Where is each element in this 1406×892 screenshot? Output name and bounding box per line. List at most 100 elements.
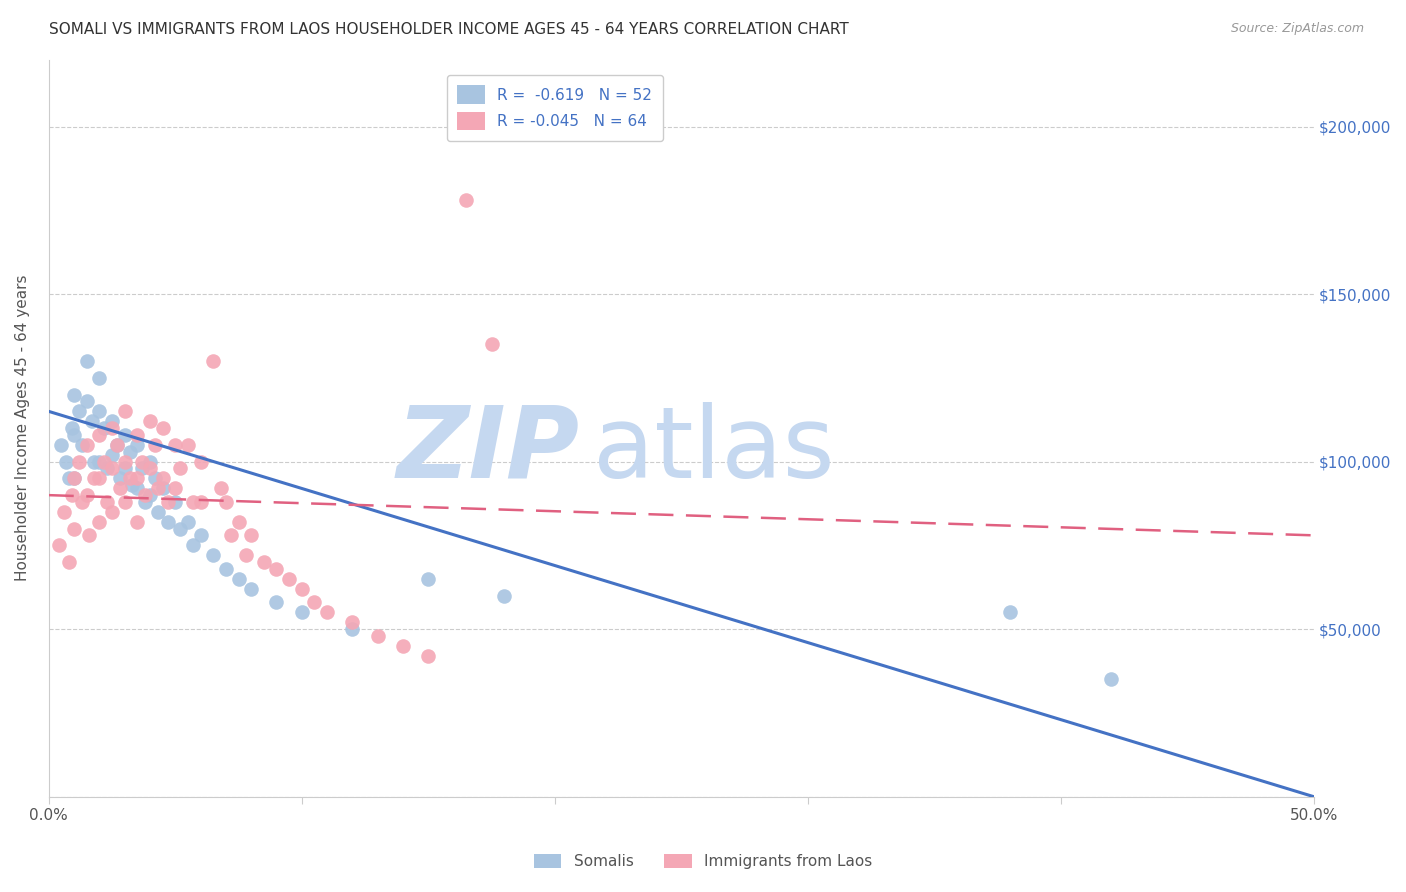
Point xyxy=(70,438,93,452)
Point xyxy=(60,488,83,502)
Point xyxy=(114,495,136,509)
Point xyxy=(392,639,415,653)
Point xyxy=(169,522,191,536)
Point xyxy=(190,455,212,469)
Point xyxy=(143,471,166,485)
Point xyxy=(114,455,136,469)
Point xyxy=(96,495,118,509)
Point xyxy=(93,421,115,435)
Point xyxy=(80,414,103,428)
Point xyxy=(367,629,389,643)
Point xyxy=(127,515,149,529)
Point xyxy=(494,589,516,603)
Point xyxy=(266,562,288,576)
Point xyxy=(114,427,136,442)
Point xyxy=(58,471,80,485)
Point xyxy=(83,471,105,485)
Point xyxy=(93,455,115,469)
Point xyxy=(152,482,174,496)
Point xyxy=(105,438,128,452)
Point xyxy=(342,622,364,636)
Point xyxy=(89,515,111,529)
Point xyxy=(48,538,70,552)
Point xyxy=(156,495,179,509)
Point xyxy=(139,414,162,428)
Point xyxy=(131,461,153,475)
Point xyxy=(228,515,250,529)
Point xyxy=(67,455,90,469)
Point xyxy=(127,438,149,452)
Point xyxy=(146,505,169,519)
Point xyxy=(131,455,153,469)
Text: ZIP: ZIP xyxy=(396,401,581,499)
Text: atlas: atlas xyxy=(593,401,834,499)
Point xyxy=(165,438,187,452)
Point xyxy=(228,572,250,586)
Point xyxy=(240,582,263,596)
Point xyxy=(101,505,124,519)
Point xyxy=(108,471,131,485)
Point xyxy=(89,371,111,385)
Point xyxy=(139,461,162,475)
Point xyxy=(418,572,440,586)
Point xyxy=(114,461,136,475)
Point xyxy=(83,455,105,469)
Point xyxy=(63,427,86,442)
Point xyxy=(456,194,478,208)
Point xyxy=(63,471,86,485)
Point xyxy=(134,495,156,509)
Point xyxy=(209,482,232,496)
Point xyxy=(481,337,503,351)
Point xyxy=(190,528,212,542)
Point xyxy=(76,354,98,368)
Point xyxy=(215,495,238,509)
Text: SOMALI VS IMMIGRANTS FROM LAOS HOUSEHOLDER INCOME AGES 45 - 64 YEARS CORRELATION: SOMALI VS IMMIGRANTS FROM LAOS HOUSEHOLD… xyxy=(49,22,849,37)
Point xyxy=(169,461,191,475)
Point xyxy=(101,421,124,435)
Point xyxy=(202,549,225,563)
Point xyxy=(266,595,288,609)
Point xyxy=(63,387,86,401)
Point xyxy=(139,455,162,469)
Point xyxy=(101,448,124,462)
Point xyxy=(76,438,98,452)
Point xyxy=(998,606,1021,620)
Point xyxy=(101,414,124,428)
Text: Source: ZipAtlas.com: Source: ZipAtlas.com xyxy=(1230,22,1364,36)
Point xyxy=(253,555,276,569)
Point xyxy=(316,606,339,620)
Point xyxy=(96,461,118,475)
Point xyxy=(60,421,83,435)
Point xyxy=(118,444,141,458)
Point xyxy=(89,455,111,469)
Point xyxy=(121,478,143,492)
Point xyxy=(58,555,80,569)
Point xyxy=(304,595,326,609)
Point xyxy=(215,562,238,576)
Point xyxy=(63,522,86,536)
Point xyxy=(177,515,200,529)
Point xyxy=(181,538,204,552)
Point xyxy=(190,495,212,509)
Point xyxy=(181,495,204,509)
Point xyxy=(146,482,169,496)
Point xyxy=(134,488,156,502)
Point xyxy=(101,461,124,475)
Point xyxy=(89,427,111,442)
Point xyxy=(291,606,314,620)
Legend: R =  -0.619   N = 52, R = -0.045   N = 64: R = -0.619 N = 52, R = -0.045 N = 64 xyxy=(447,75,662,141)
Point xyxy=(177,438,200,452)
Point xyxy=(127,471,149,485)
Point xyxy=(89,404,111,418)
Point xyxy=(342,615,364,630)
Point xyxy=(418,648,440,663)
Point xyxy=(77,528,100,542)
Point xyxy=(55,455,77,469)
Point xyxy=(127,482,149,496)
Point xyxy=(52,505,75,519)
Point xyxy=(70,495,93,509)
Point xyxy=(291,582,314,596)
Point xyxy=(63,471,86,485)
Point xyxy=(165,482,187,496)
Point xyxy=(108,482,131,496)
